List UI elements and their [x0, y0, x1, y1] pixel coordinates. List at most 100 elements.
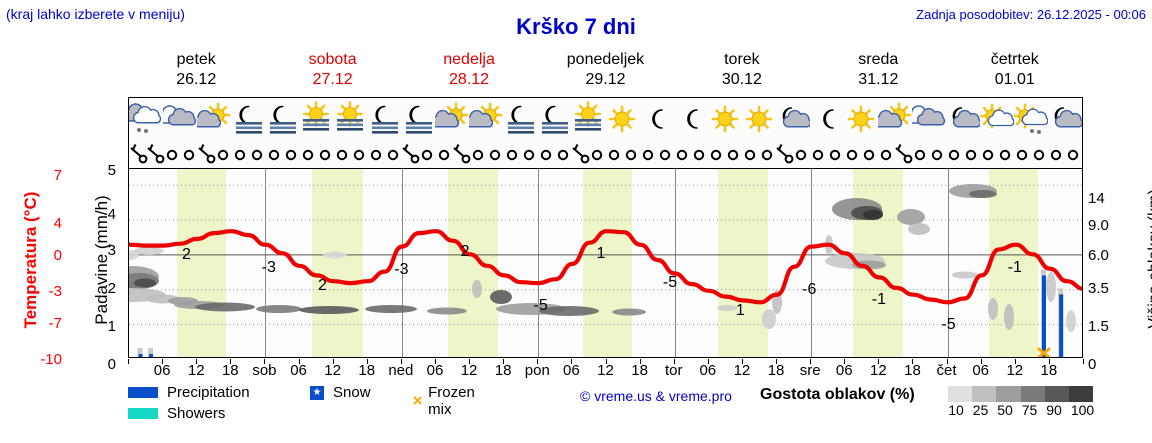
- x-axis-tick: [264, 359, 266, 364]
- x-axis-label: 06: [563, 362, 580, 379]
- showers-swatch: [128, 408, 158, 419]
- x-axis-label: ned: [388, 362, 414, 379]
- wind-calm-symbol: [1065, 142, 1082, 168]
- wind-barb-symbol: [452, 142, 471, 168]
- legend-label-frozen-mix: Frozen mix: [428, 384, 475, 418]
- day-date: 31.12: [858, 71, 899, 88]
- precip-tick-1: 4: [107, 206, 116, 223]
- temperature-extreme-label: -5: [662, 274, 678, 292]
- day-header-3: nedelja 28.12: [401, 50, 537, 92]
- cloud-density-swatch-25: [972, 386, 997, 402]
- daylight-band: [988, 169, 1039, 357]
- wind-calm-symbol: [674, 142, 691, 168]
- wind-calm-symbol: [1014, 142, 1031, 168]
- day-header-7: četrtek 01.01: [947, 50, 1083, 92]
- temperature-extreme-label: 2: [318, 277, 327, 295]
- x-axis-tick: [639, 359, 641, 364]
- wind-calm-symbol: [691, 142, 708, 168]
- x-axis-tick: [434, 359, 436, 364]
- x-axis-label: 12: [460, 362, 478, 379]
- temperature-extreme-label: -6: [802, 280, 817, 298]
- x-axis-tick: [128, 359, 129, 364]
- x-axis-label: 12: [597, 362, 614, 379]
- wind-calm-symbol: [248, 142, 265, 168]
- x-axis-label: 12: [324, 362, 341, 379]
- wind-calm-symbol: [980, 142, 997, 168]
- wind-calm-symbol: [316, 142, 333, 168]
- day-separator: [402, 169, 403, 357]
- x-axis-label: 12: [870, 362, 887, 379]
- cloud-density-label: 100: [1070, 402, 1095, 418]
- wind-calm-symbol: [282, 142, 299, 168]
- cloud-density-label: 75: [1021, 402, 1038, 418]
- wind-calm-symbol: [299, 142, 316, 168]
- wind-calm-symbol: [844, 142, 861, 168]
- wind-calm-symbol: [486, 142, 503, 168]
- wind-calm-symbol: [912, 142, 929, 168]
- wind-calm-symbol: [554, 142, 571, 168]
- temp-tick-2: 0: [53, 247, 62, 264]
- x-axis-tick: [230, 359, 232, 364]
- day-name: nedelja: [443, 51, 495, 68]
- wind-calm-symbol: [367, 142, 384, 168]
- daylight-band: [718, 169, 768, 357]
- wind-calm-symbol: [605, 142, 622, 168]
- moon-fog-icon: [231, 98, 265, 142]
- precipitation-swatch: [128, 387, 158, 398]
- temperature-extreme-label: 2: [182, 245, 191, 263]
- sun-cloud-snow-icon: [1013, 98, 1048, 142]
- x-axis-label: sre: [799, 362, 821, 379]
- copyright-text: © vreme.us & vreme.pro: [580, 388, 732, 404]
- wind-calm-symbol: [742, 142, 759, 168]
- wind-barb-symbol: [571, 142, 590, 168]
- day-date: 28.12: [449, 71, 490, 88]
- temp-tick-3: -3: [48, 283, 62, 300]
- cloud-density-label: 50: [997, 402, 1013, 418]
- x-axis-label: 06: [290, 362, 307, 379]
- x-axis-tick: [162, 359, 164, 364]
- temp-tick-0: 7: [53, 167, 62, 184]
- plot-canvas: [129, 184, 1082, 357]
- wind-calm-symbol: [350, 142, 367, 168]
- wind-calm-symbol: [384, 142, 401, 168]
- cloud-icon: [163, 98, 197, 142]
- x-axis-label: 06: [835, 362, 853, 379]
- wind-calm-symbol: [997, 142, 1014, 168]
- sun-icon: [605, 98, 639, 142]
- wind-barb-symbol: [401, 142, 420, 168]
- wind-calm-symbol: [810, 142, 827, 168]
- x-axis-tick: [503, 359, 505, 364]
- frozen-mix-icon: ×: [412, 391, 423, 410]
- x-axis-label: tor: [664, 362, 683, 379]
- moon-icon: [639, 98, 673, 142]
- daylight-band: [176, 169, 227, 357]
- cloud-density-scale-labels: 10 25 50 75 90 100: [940, 402, 1105, 420]
- x-axis-tick: [912, 359, 914, 364]
- x-axis-label: 18: [767, 362, 785, 379]
- cloud-density-label: 90: [1046, 402, 1062, 418]
- wind-calm-symbol: [639, 142, 656, 168]
- page-title: Krško 7 dni: [516, 14, 636, 39]
- cloud-snow-icon: [129, 98, 163, 142]
- day-header-1: petek 26.12: [128, 50, 264, 92]
- day-header-6: sreda 31.12: [810, 50, 946, 92]
- x-axis-label: 18: [1040, 362, 1058, 379]
- temperature-extreme-label: -1: [1007, 258, 1022, 276]
- x-axis-label: 18: [904, 362, 921, 379]
- day-name: ponedeljek: [566, 51, 645, 68]
- wind-calm-symbol: [963, 142, 980, 168]
- x-axis-tick: [844, 359, 846, 364]
- cloud-density-label: 10: [948, 402, 964, 418]
- sun-cloud-icon: [435, 98, 469, 142]
- temperature-extreme-label: 2: [460, 242, 470, 260]
- x-axis-tick: [400, 359, 402, 364]
- daylight-band: [447, 169, 498, 357]
- wind-calm-symbol: [1048, 142, 1065, 168]
- wind-calm-symbol: [708, 142, 725, 168]
- cloud-density-swatch-50: [996, 386, 1021, 402]
- temp-tick-1: 4: [53, 215, 62, 232]
- moon-icon: [810, 98, 844, 142]
- wind-calm-symbol: [333, 142, 350, 168]
- x-axis-tick: [571, 359, 573, 364]
- temperature-extreme-label: 1: [596, 244, 606, 262]
